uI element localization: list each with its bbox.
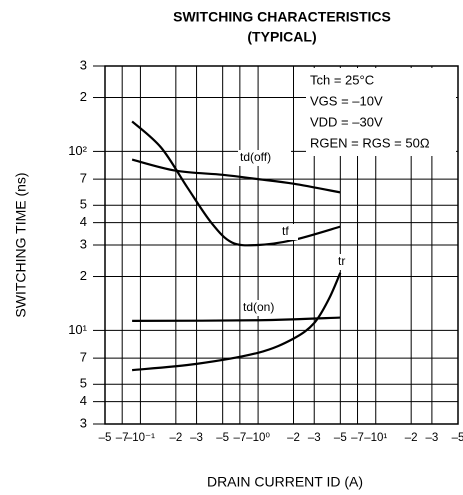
y-tick-label: 7 (80, 350, 87, 365)
x-tick-label: –3 (425, 432, 438, 444)
series-label-bg (336, 254, 354, 270)
y-tick-label: 3 (80, 415, 87, 430)
condition-text: RGEN = RGS = 50Ω (310, 135, 430, 150)
plot-frame (104, 65, 459, 425)
series-label: tf (282, 224, 289, 238)
chart-title: SWITCHING CHARACTERISTICS (173, 9, 391, 25)
x-tick-label: –5 (452, 432, 463, 444)
y-tick-label: 2 (80, 268, 87, 283)
x-tick-label: –5 (99, 432, 112, 444)
y-tick-label: 3 (80, 236, 87, 251)
x-tick-label: –2 (405, 432, 418, 444)
x-tick-label: –7 (233, 432, 246, 444)
series-line (132, 272, 342, 372)
series-label-bg (238, 150, 291, 166)
series-label: td(off) (240, 150, 271, 164)
condition-text: VDD = –30V (310, 114, 383, 129)
x-tick-label: –2 (287, 432, 300, 444)
y-tick-label: 10¹ (68, 322, 87, 337)
x-tick-label: –2 (169, 432, 182, 444)
series-label-bg (280, 224, 298, 240)
series-label: td(on) (243, 300, 274, 314)
chart-subtitle: (TYPICAL) (247, 29, 316, 45)
x-tick-label: –10⁰ (246, 432, 270, 444)
y-tick-label: 5 (80, 197, 87, 212)
y-tick-label: 2 (80, 89, 87, 104)
x-axis-title: DRAIN CURRENT ID (A) (207, 474, 363, 490)
x-tick-label: –3 (190, 432, 203, 444)
x-tick-label: –5 (216, 432, 229, 444)
series-line (131, 120, 341, 247)
y-tick-label: 10² (68, 143, 87, 158)
x-tick-label: –7 (351, 432, 364, 444)
condition-text: Tch = 25°C (310, 72, 374, 87)
y-tick-label: 4 (80, 393, 87, 408)
conditions-box (306, 68, 456, 156)
y-tick-label: 7 (80, 171, 87, 186)
x-tick-label: –10⁻¹ (126, 432, 155, 444)
x-tick-label: –5 (334, 432, 347, 444)
series-line (132, 316, 341, 323)
x-tick-label: –3 (308, 432, 321, 444)
series-label: tr (338, 254, 345, 268)
y-tick-label: 4 (80, 214, 87, 229)
y-tick-label: 3 (80, 57, 87, 72)
series-line (131, 158, 341, 194)
x-tick-label: –10¹ (364, 432, 387, 444)
condition-text: VGS = –10V (310, 93, 383, 108)
y-tick-label: 5 (80, 376, 87, 391)
y-axis-title: SWITCHING TIME (ns) (13, 172, 29, 317)
x-tick-label: –7 (116, 432, 129, 444)
series-label-bg (241, 300, 287, 316)
